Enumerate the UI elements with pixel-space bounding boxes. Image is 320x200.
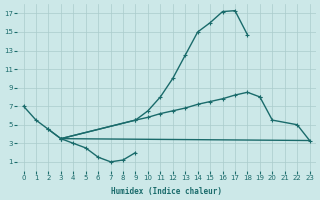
X-axis label: Humidex (Indice chaleur): Humidex (Indice chaleur)	[111, 187, 222, 196]
